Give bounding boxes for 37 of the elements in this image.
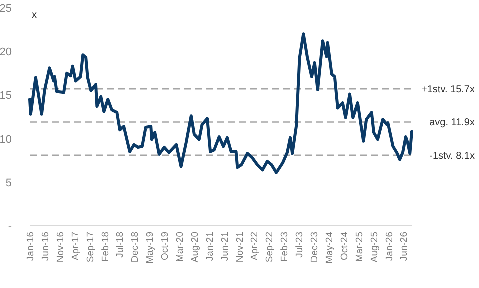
x-tick-label: Jun-26 — [399, 232, 410, 262]
x-tick-label: Nov-21 — [234, 232, 246, 263]
x-tick-label: Feb-18 — [100, 232, 112, 262]
y-tick-label: 25 — [0, 3, 12, 15]
ref-line-label: avg. 11.9x — [430, 118, 475, 129]
x-tick-label: Jul-23 — [294, 232, 306, 258]
x-tick-label: Oct-19 — [160, 232, 171, 261]
ref-line-label: +1stv. 15.7x — [422, 84, 475, 96]
ref-line-label: -1stv. 8.1x — [430, 150, 475, 162]
x-tick-label: Jan-21 — [204, 232, 216, 262]
y-tick-label: 5 — [6, 177, 12, 190]
x-tick-label: May-19 — [144, 232, 156, 264]
x-tick-label: Aug-20 — [190, 232, 201, 263]
y-tick-label: - — [8, 221, 12, 233]
x-tick-label: Feb-23 — [280, 232, 291, 262]
x-tick-label: Nov-16 — [55, 232, 66, 263]
x-tick-label: Mar-20 — [174, 232, 186, 262]
x-tick-label: Mar-25 — [354, 232, 366, 262]
x-tick-label: Sep-17 — [85, 232, 96, 263]
x-tick-label: Jan-16 — [26, 232, 36, 262]
x-tick-label: Aug-25 — [369, 232, 380, 263]
x-tick-label: Oct-24 — [339, 232, 350, 261]
y-axis-title: x — [32, 10, 37, 21]
x-tick-label: Sep-22 — [264, 232, 276, 263]
x-tick-label: Dec-18 — [130, 232, 142, 263]
x-tick-label: Dec-23 — [309, 232, 320, 263]
x-tick-label: Jul-18 — [115, 232, 126, 258]
x-tick-label: Jan-26 — [384, 232, 396, 262]
x-tick-label: Jun-21 — [220, 232, 231, 262]
x-tick-label: Jun-16 — [40, 232, 52, 262]
y-tick-label: 10 — [0, 134, 12, 146]
y-tick-label: 20 — [0, 46, 12, 59]
x-tick-label: Apr-22 — [250, 232, 261, 261]
line-series — [28, 32, 414, 174]
x-tick-label: May-24 — [324, 232, 336, 264]
x-tick-label: Apr-17 — [70, 232, 82, 261]
y-tick-label: 15 — [0, 90, 12, 102]
